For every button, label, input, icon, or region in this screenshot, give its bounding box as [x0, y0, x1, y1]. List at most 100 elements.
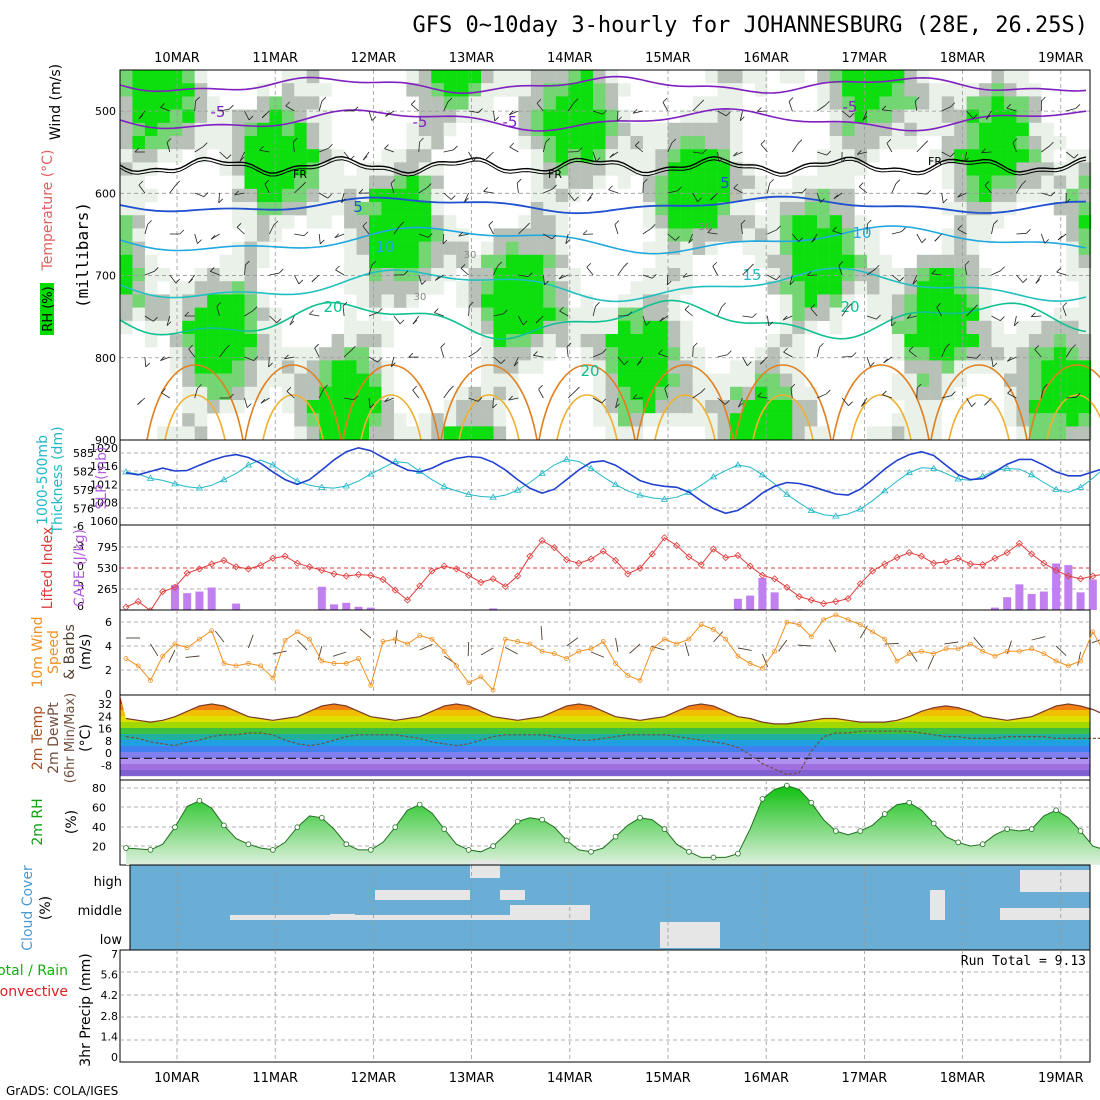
rh-cell — [842, 136, 855, 150]
rh-cell — [1016, 373, 1029, 387]
rh-cell — [505, 320, 519, 335]
upper-wind-barb-flag — [334, 233, 340, 239]
upper-wind-barb-flag — [492, 403, 498, 409]
rh-cell — [904, 83, 917, 97]
rh-cell — [817, 83, 830, 97]
rh-cell — [954, 162, 967, 176]
rh-cell — [344, 426, 357, 440]
rh-cell — [879, 294, 893, 308]
upper-wind-barb — [390, 183, 395, 194]
rh-cell — [904, 400, 917, 414]
upper-wind-barb-flag — [509, 142, 515, 148]
rh-cell — [406, 149, 419, 163]
rh-cell — [804, 175, 818, 189]
rh-cell — [742, 373, 756, 387]
upper-wind-barb-flag — [161, 388, 166, 393]
rh-cell — [456, 96, 469, 110]
rh-cell — [979, 334, 992, 348]
rh-cell — [269, 109, 282, 123]
upper-wind-barb-flag — [934, 236, 940, 242]
wind-barb — [214, 630, 225, 643]
rh-cell — [593, 109, 606, 123]
rh-cell — [680, 413, 693, 427]
precip-frame — [119, 949, 1091, 1063]
upper-wind-barb — [862, 110, 868, 121]
rh-cell — [929, 83, 942, 97]
rh-cell — [244, 294, 258, 308]
rh-cell — [132, 109, 146, 123]
rh-cell — [1003, 175, 1017, 189]
upper-wind-barb — [319, 147, 329, 153]
rh-cell — [966, 228, 980, 242]
contour-label: 10 — [375, 238, 394, 256]
cape-bar — [1027, 593, 1036, 610]
rh-cell — [530, 347, 544, 361]
upper-wind-barb — [239, 151, 245, 162]
rh-cell — [294, 373, 307, 387]
upper-air-ytick: 800 — [95, 352, 116, 365]
upper-wind-barb-flag — [447, 97, 453, 103]
rh-cell — [182, 400, 195, 414]
rh-cell — [443, 83, 457, 97]
rh-cell — [182, 83, 195, 97]
rh-cell — [692, 122, 706, 137]
rh-cell — [269, 136, 282, 150]
rh-cell — [232, 136, 245, 150]
li-marker — [1015, 539, 1023, 547]
rh-cell — [667, 202, 681, 216]
upper-wind-barb — [592, 352, 603, 358]
thickness-marker — [122, 468, 130, 475]
date-label-top: 17MAR — [842, 51, 888, 66]
rh-cell — [767, 241, 780, 255]
upper-wind-barb-flag — [876, 314, 881, 320]
wind-units-label: (m/s) — [78, 634, 94, 671]
rh-cell — [256, 96, 270, 110]
cloud-cover-label: Cloud Cover — [20, 865, 36, 951]
rh-cell — [667, 122, 681, 137]
rh-cell — [867, 241, 880, 255]
rh-cell — [966, 215, 980, 229]
rh-cell — [294, 175, 307, 189]
wind-speed-marker — [221, 661, 227, 666]
rh-cell — [144, 136, 158, 150]
rh-cell — [954, 109, 967, 123]
rh-cell — [779, 386, 793, 401]
upper-wind-barb — [866, 356, 871, 367]
upper-wind-barb-flag — [314, 343, 319, 349]
upper-wind-barb-flag — [175, 180, 181, 186]
rh-marker — [392, 824, 399, 831]
rh-cell — [867, 281, 880, 295]
upper-wind-barb — [941, 106, 951, 112]
rh-cell — [493, 426, 507, 440]
li-ytick: -3 — [73, 540, 84, 553]
rh-cell — [369, 281, 382, 295]
cape-bar — [1088, 579, 1097, 610]
upper-wind-barb-flag — [760, 359, 765, 365]
upper-wind-barb-flag — [632, 108, 638, 114]
rh-cell — [344, 334, 357, 348]
rh-cell — [1028, 136, 1042, 150]
rh-cell — [754, 228, 768, 242]
upper-wind-barb-flag — [319, 239, 325, 245]
wind-speed-marker — [613, 661, 618, 666]
temp-contour-25 — [1028, 364, 1100, 441]
rh-cell — [356, 386, 370, 401]
upper-wind-barb-flag — [981, 148, 986, 153]
rh-cell — [244, 241, 258, 255]
rh-cell — [817, 162, 830, 176]
upper-wind-barb-flag — [895, 179, 901, 185]
rh-cell — [319, 122, 332, 137]
rh-cell — [979, 175, 992, 189]
rh-cell — [593, 320, 606, 335]
li-marker — [403, 596, 412, 604]
rh-cell — [941, 307, 955, 321]
upper-wind-barb-flag — [775, 275, 781, 281]
upper-wind-barb — [468, 151, 474, 162]
rh-cell — [916, 386, 930, 401]
rh-cell — [232, 294, 245, 308]
rh-cell — [817, 149, 830, 163]
upper-wind-barb — [717, 354, 728, 358]
upper-wind-barb-flag — [426, 183, 432, 188]
li-marker — [526, 552, 534, 560]
wind-speed-marker — [625, 673, 631, 678]
